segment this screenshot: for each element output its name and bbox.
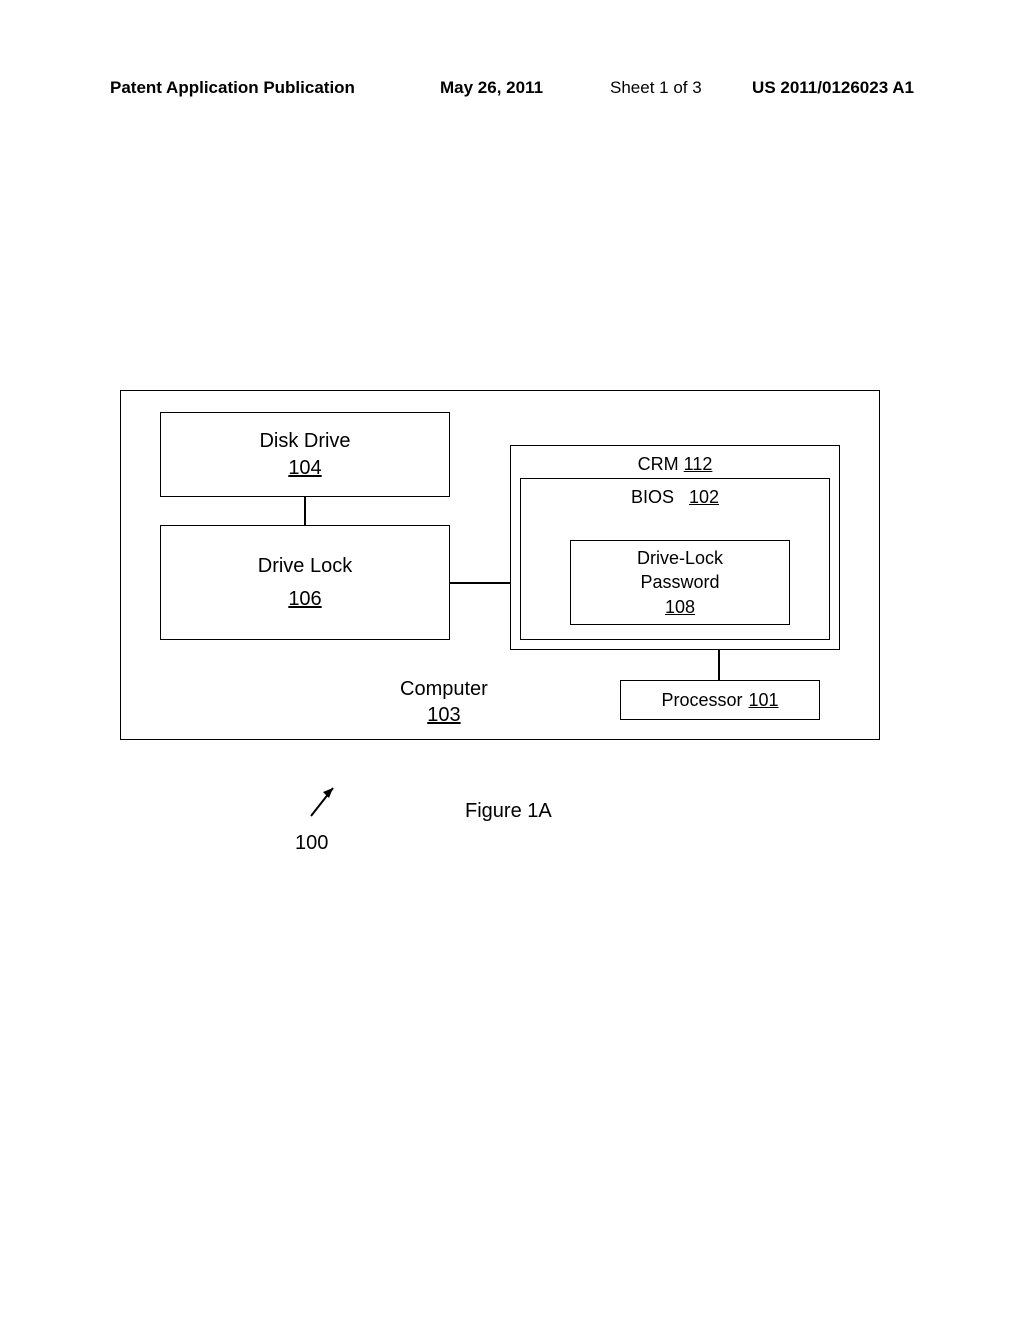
drive-lock-label: Drive Lock bbox=[258, 553, 352, 580]
disk-drive-box: Disk Drive 104 bbox=[160, 412, 450, 497]
disk-drive-label: Disk Drive bbox=[259, 428, 350, 455]
computer-ref: 103 bbox=[400, 702, 488, 728]
figure-caption: Figure 1A bbox=[465, 800, 552, 823]
line-diskdrive-to-drivelock bbox=[304, 497, 306, 525]
drive-lock-ref: 106 bbox=[288, 586, 321, 613]
dl-password-line1: Drive-Lock bbox=[637, 546, 723, 570]
header-pubnum: US 2011/0126023 A1 bbox=[752, 78, 914, 98]
bios-label-row: BIOS 102 bbox=[521, 485, 829, 509]
drive-lock-password-box: Drive-Lock Password 108 bbox=[570, 540, 790, 625]
ref-100: 100 bbox=[295, 832, 328, 855]
line-crm-to-processor bbox=[718, 650, 720, 680]
crm-label: CRM bbox=[638, 454, 679, 474]
header-sheet: Sheet 1 of 3 bbox=[610, 78, 702, 98]
computer-label: Computer bbox=[400, 676, 488, 702]
crm-label-row: CRM 112 bbox=[511, 452, 839, 476]
computer-label-block: Computer 103 bbox=[400, 676, 488, 728]
page: Patent Application Publication May 26, 2… bbox=[0, 0, 1024, 1320]
dl-password-ref: 108 bbox=[665, 595, 695, 619]
page-header: Patent Application Publication May 26, 2… bbox=[110, 78, 914, 98]
dl-password-line2: Password bbox=[640, 570, 719, 594]
line-drivelock-to-crm bbox=[450, 582, 510, 584]
header-date: May 26, 2011 bbox=[440, 78, 543, 98]
crm-ref: 112 bbox=[684, 454, 713, 474]
drive-lock-box: Drive Lock 106 bbox=[160, 525, 450, 640]
bios-ref: 102 bbox=[689, 487, 719, 507]
processor-label: Processor bbox=[661, 688, 742, 712]
processor-ref: 101 bbox=[748, 688, 778, 712]
arrow-100-icon bbox=[305, 782, 345, 822]
bios-label: BIOS bbox=[631, 487, 674, 507]
header-publication: Patent Application Publication bbox=[110, 78, 355, 98]
processor-box: Processor 101 bbox=[620, 680, 820, 720]
disk-drive-ref: 104 bbox=[288, 455, 321, 482]
